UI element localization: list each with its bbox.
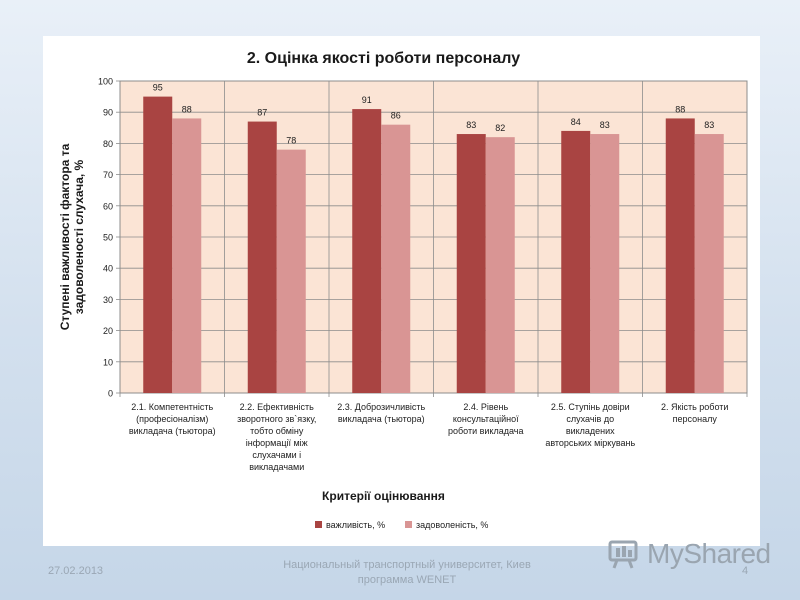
data-label: 83 (466, 120, 476, 130)
logo-text: MyShared (647, 538, 771, 569)
legend-swatch (405, 521, 412, 528)
y-tick-label: 70 (103, 170, 113, 180)
bar (456, 134, 486, 393)
bar-chart: 2. Оцінка якості роботи персоналу 0 10 20 30… (58, 50, 748, 530)
data-label: 87 (257, 108, 267, 118)
x-tick-label: 2.2. Ефективність зворотного зв`язку, тобт… (237, 402, 316, 472)
x-tick-label: 2.5. Ступінь довіри слухачів до викладених… (545, 402, 635, 448)
bar (561, 130, 591, 394)
y-tick-label: 20 (103, 326, 113, 336)
y-tick-label: 30 (103, 295, 113, 305)
x-tick-label: 2.3. Доброзичливість викладача (тьютора) (337, 402, 425, 424)
legend-label: важливість, % (326, 520, 385, 530)
y-tick-label: 90 (103, 108, 113, 118)
data-label: 84 (571, 117, 581, 127)
footer-institution-line1: Национальный транспортный университет, К… (283, 559, 531, 571)
bar (172, 118, 202, 393)
y-tick-label: 10 (103, 357, 113, 367)
data-label: 95 (153, 83, 163, 93)
data-label: 88 (182, 104, 192, 114)
chart-title: 2. Оцінка якості роботи персоналу (247, 50, 520, 67)
y-tick-label: 50 (103, 233, 113, 243)
data-label: 83 (600, 120, 610, 130)
y-axis-title: Ступені важливості фактора тазадоволенос… (58, 143, 86, 330)
data-label: 91 (362, 95, 372, 105)
logo-icon (608, 540, 638, 569)
data-label: 82 (495, 123, 505, 133)
data-label: 88 (675, 104, 685, 114)
bar (276, 149, 306, 393)
x-tick-label: 2.4. Рівень консультаційної роботи виклада… (448, 402, 523, 436)
data-label: 83 (704, 120, 714, 130)
bar (694, 134, 724, 393)
y-tick-label: 0 (108, 389, 113, 399)
y-tick-label: 100 (98, 77, 113, 87)
legend-swatch (315, 521, 322, 528)
myshared-logo: MyShared (607, 536, 777, 572)
footer-page-number: 4 (742, 565, 749, 577)
bar (485, 137, 515, 393)
bar (247, 121, 277, 393)
bar (381, 124, 411, 394)
data-label: 86 (391, 111, 401, 121)
y-tick-label: 40 (103, 264, 113, 274)
data-label: 78 (286, 136, 296, 146)
bar (665, 118, 695, 393)
bar (590, 134, 620, 393)
x-tick-label: 2.1. Компетентність (професіоналізм) викла… (129, 402, 216, 436)
y-tick-label: 60 (103, 201, 113, 211)
bar (143, 96, 173, 393)
bar (352, 109, 382, 393)
footer-institution-line2: программа WENET (357, 574, 457, 586)
x-tick-label: 2. Якість роботи персоналу (661, 402, 728, 424)
y-tick-label: 80 (103, 139, 113, 149)
footer-date: 27.02.2013 (48, 565, 104, 577)
footer-institution: Национальный транспортный университет, К… (262, 558, 552, 588)
x-axis-title: Критерії оцінювання (322, 489, 445, 503)
chart-panel: 2. Оцінка якості роботи персоналу 0 10 20 30… (43, 36, 760, 546)
legend-label: задоволеність, % (416, 520, 488, 530)
